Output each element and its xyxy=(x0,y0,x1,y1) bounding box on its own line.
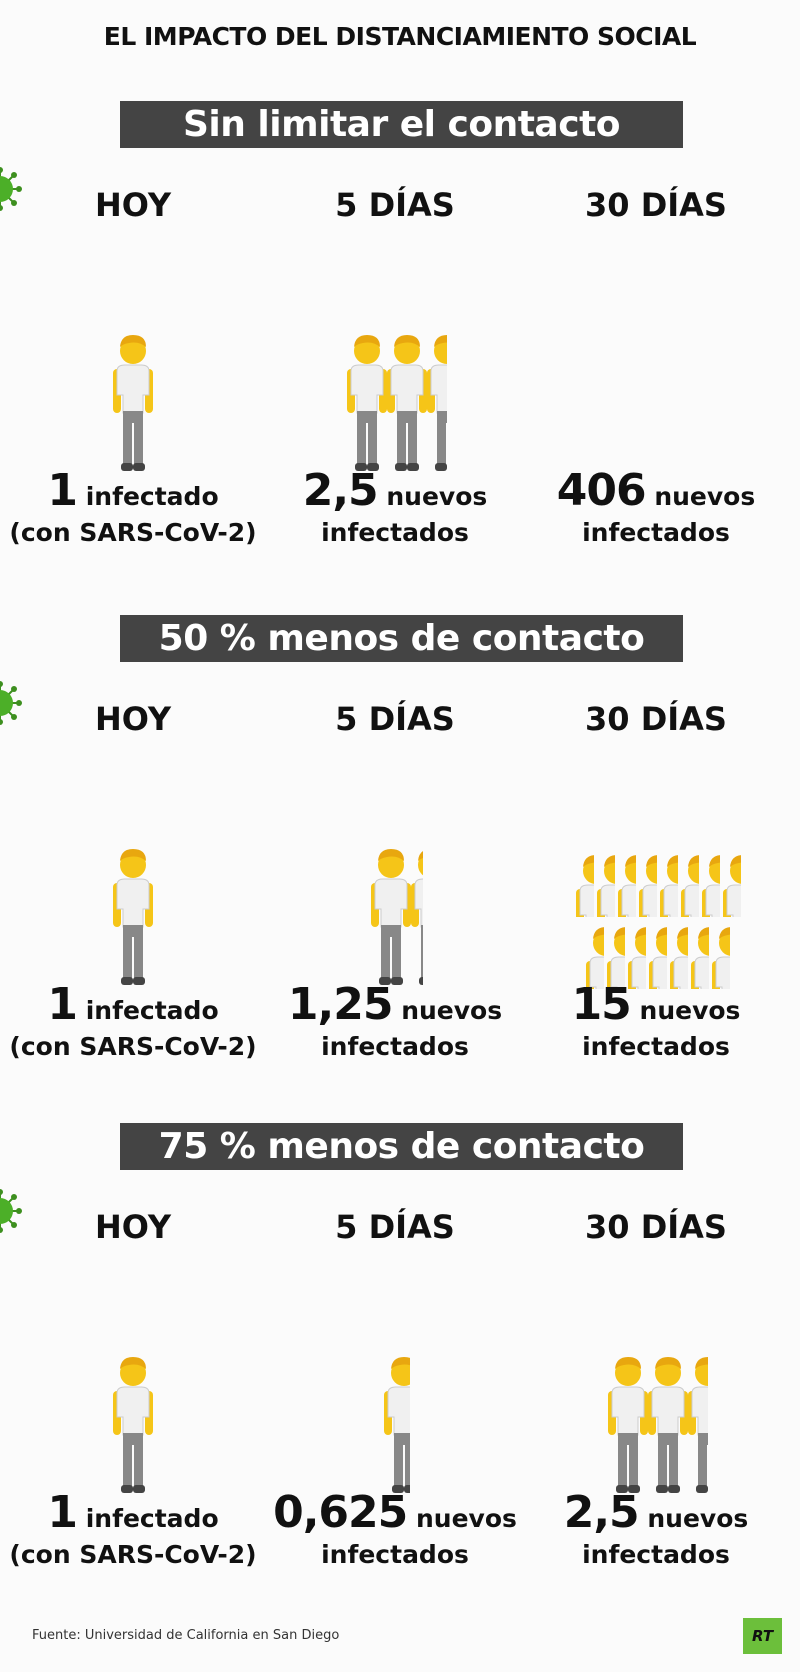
infected-count: 1 xyxy=(47,465,78,516)
scenario-banner: 75 % menos de contacto xyxy=(120,1123,683,1170)
infected-count: 406 xyxy=(556,465,647,516)
infected-caption: 1 infectado (con SARS-CoV-2) xyxy=(0,1491,273,1573)
column-header: 5 DÍAS xyxy=(335,700,455,738)
caption-line2: infectados xyxy=(321,1032,469,1061)
person-icon xyxy=(659,854,678,917)
caption-line1: nuevos xyxy=(416,1504,517,1533)
person-icon xyxy=(410,848,424,986)
infected-count: 1 xyxy=(47,979,78,1030)
infected-caption: 2,5 nuevos infectados xyxy=(516,1491,796,1573)
infected-caption: 0,625 nuevos infectados xyxy=(255,1491,535,1573)
infected-count: 2,5 xyxy=(302,465,379,516)
column-header: 30 DÍAS xyxy=(585,1208,727,1246)
person-icon xyxy=(791,352,794,367)
rt-logo: RT xyxy=(743,1618,782,1654)
caption-line1: nuevos xyxy=(654,482,756,511)
person-icon xyxy=(791,316,794,331)
person-icon xyxy=(596,854,615,917)
infected-caption: 1,25 nuevos infectados xyxy=(255,983,535,1065)
caption-line2: (con SARS-CoV-2) xyxy=(9,1032,257,1061)
caption-line2: (con SARS-CoV-2) xyxy=(9,1540,257,1569)
caption-line2: infectados xyxy=(582,1540,730,1569)
caption-line2: infectados xyxy=(582,518,730,547)
infected-caption: 15 nuevos infectados xyxy=(516,983,796,1065)
person-icon xyxy=(112,334,154,472)
infected-figures xyxy=(0,839,273,989)
person-icon xyxy=(701,854,720,917)
person-icon xyxy=(791,424,794,439)
column-header: HOY xyxy=(94,186,171,224)
column-header: 30 DÍAS xyxy=(585,186,727,224)
person-icon xyxy=(690,926,709,989)
infected-figures xyxy=(0,1347,273,1497)
person-icon xyxy=(648,926,667,989)
infected-count: 1 xyxy=(47,1487,78,1538)
person-icon xyxy=(669,926,688,989)
caption-line1: infectado xyxy=(85,482,219,511)
caption-line2: infectados xyxy=(582,1032,730,1061)
person-icon xyxy=(722,854,741,917)
infected-figures xyxy=(255,1347,535,1497)
person-icon xyxy=(791,442,794,457)
person-icon xyxy=(791,370,794,385)
infected-figures xyxy=(255,325,535,475)
person-icon xyxy=(791,388,794,403)
scenario-banner: 50 % menos de contacto xyxy=(120,615,683,662)
page-title: EL IMPACTO DEL DISTANCIAMIENTO SOCIAL xyxy=(103,22,697,51)
infected-count: 15 xyxy=(571,979,632,1030)
scenario-banner: Sin limitar el contacto xyxy=(120,101,683,148)
person-icon xyxy=(383,1356,410,1494)
person-icon xyxy=(687,1356,708,1494)
infected-figures xyxy=(516,839,796,989)
column-header: HOY xyxy=(94,1208,171,1246)
column-header: 5 DÍAS xyxy=(335,186,455,224)
column-header: 30 DÍAS xyxy=(585,700,727,738)
person-icon xyxy=(791,334,794,349)
caption-line2: infectados xyxy=(321,518,469,547)
infected-figures xyxy=(516,1347,796,1497)
person-icon xyxy=(112,1356,154,1494)
infected-count: 2,5 xyxy=(563,1487,640,1538)
person-icon xyxy=(638,854,657,917)
person-icon xyxy=(575,854,594,917)
caption-line1: infectado xyxy=(85,996,219,1025)
caption-line2: (con SARS-CoV-2) xyxy=(9,518,257,547)
caption-line2: infectados xyxy=(321,1540,469,1569)
infected-figures xyxy=(0,325,273,475)
person-icon xyxy=(680,854,699,917)
source-note: Fuente: Universidad de California en San… xyxy=(32,1628,340,1643)
infected-caption: 406 nuevos infectados xyxy=(516,469,796,551)
infected-count: 1,25 xyxy=(287,979,394,1030)
column-header: HOY xyxy=(94,700,171,738)
infected-caption: 1 infectado (con SARS-CoV-2) xyxy=(0,983,273,1065)
person-icon xyxy=(711,926,730,989)
caption-line1: nuevos xyxy=(647,1504,749,1533)
person-icon xyxy=(617,854,636,917)
person-icon xyxy=(112,848,154,986)
infected-figures xyxy=(255,839,535,989)
caption-line1: nuevos xyxy=(639,996,741,1025)
caption-line1: nuevos xyxy=(386,482,488,511)
column-header: 5 DÍAS xyxy=(335,1208,455,1246)
caption-line1: infectado xyxy=(85,1504,219,1533)
infected-caption: 1 infectado (con SARS-CoV-2) xyxy=(0,469,273,551)
infected-figures xyxy=(516,316,796,475)
caption-line1: nuevos xyxy=(401,996,503,1025)
person-icon xyxy=(426,334,447,472)
infected-count: 0,625 xyxy=(273,1487,408,1538)
infected-caption: 2,5 nuevos infectados xyxy=(255,469,535,551)
person-icon xyxy=(791,406,794,421)
